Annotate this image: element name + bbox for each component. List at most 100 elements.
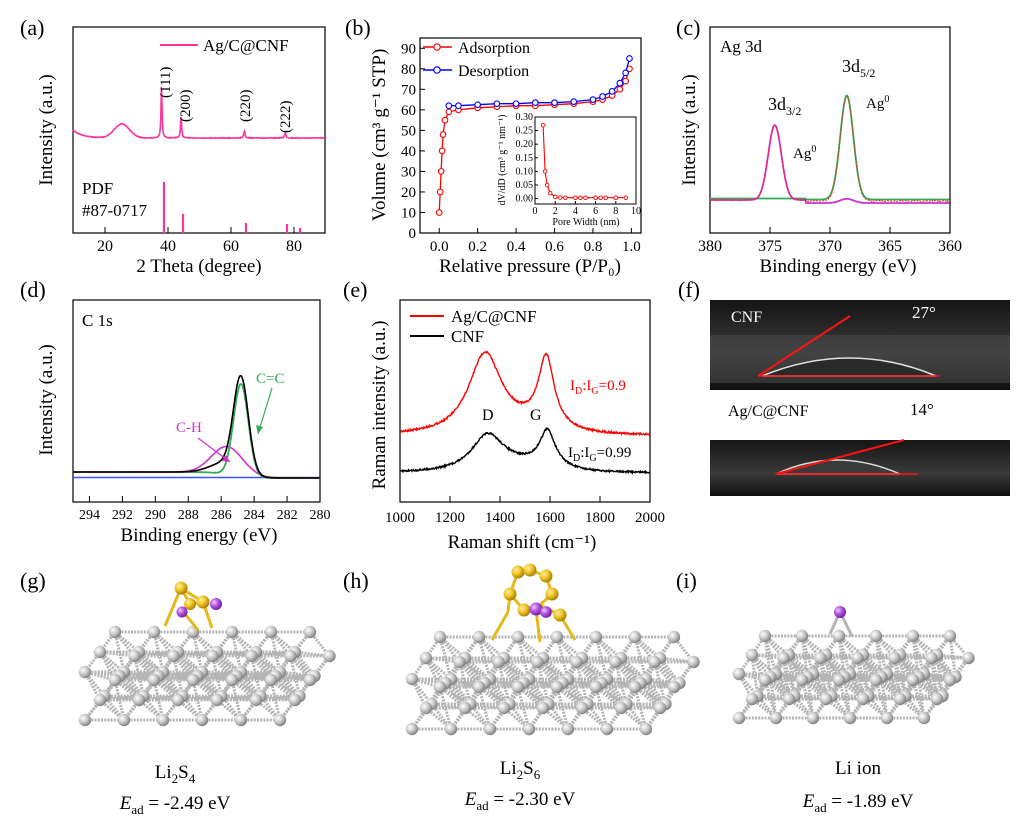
contact-tangent-cnf [757, 315, 851, 377]
ag-atom [147, 625, 161, 639]
panel-label-d: (d) [20, 277, 46, 302]
c1s-envelope [73, 374, 320, 479]
inset-ytick-0.05: 0.05 [516, 180, 534, 191]
inset-point [623, 195, 629, 200]
betAds-point [445, 108, 453, 116]
bond [163, 587, 183, 627]
ag-atom [832, 673, 846, 687]
lithium-atom [529, 602, 543, 616]
betDes-point [474, 101, 482, 109]
contact-cnf-angle: 27° [912, 303, 936, 322]
model-h-formula: Li2S6 [500, 758, 541, 782]
bond [587, 702, 622, 710]
ag-atom [758, 629, 772, 643]
lithium-atom [540, 606, 552, 618]
ag3d-tick-360: 360 [938, 238, 962, 255]
bet-desorption-series [445, 55, 633, 110]
xrd-pattern [72, 86, 325, 140]
bond [470, 702, 505, 710]
xrd-peak-220: (220) [238, 90, 254, 123]
ag-atom [117, 713, 131, 727]
bond [523, 681, 558, 689]
bond [411, 677, 446, 685]
sulfur-atom [523, 563, 537, 577]
modelH-ag-atoms [405, 630, 700, 736]
bond [948, 635, 957, 678]
betAds-point [436, 188, 444, 196]
betAds-point [438, 147, 446, 155]
ag-atom [806, 711, 820, 725]
ag-atom [589, 680, 603, 694]
ag-atom [419, 651, 433, 665]
ag-atom [732, 667, 746, 681]
ag-atom [273, 713, 287, 727]
ag-atom [511, 630, 525, 644]
xrd-tick-40: 40 [160, 238, 176, 255]
inset-point [563, 195, 568, 200]
bet-ytick-10: 10 [401, 205, 416, 221]
bond [837, 635, 846, 678]
inset-point [603, 195, 608, 200]
bond [425, 656, 460, 664]
bet-xtick-0.6: 0.6 [545, 239, 564, 255]
ag3d-fit-green [710, 94, 950, 201]
modelG-ag-atoms [78, 625, 336, 727]
betDes-point [570, 98, 578, 105]
inset-ytick-0.25: 0.25 [516, 126, 534, 137]
bet-xlabel: Relative pressure (P/P₀) [439, 256, 621, 277]
ag-atom [550, 630, 564, 644]
betDes-point [589, 96, 597, 103]
ag3d-fit-magenta [710, 124, 950, 204]
bond [503, 656, 538, 664]
bet-inset-xlabel: Pore Width (nm) [552, 217, 619, 228]
c1s-ch-label: C-H [176, 420, 202, 436]
ag-atom [522, 722, 536, 736]
bet-inset-frame [534, 116, 637, 205]
raman-xtick-1800: 1800 [585, 510, 615, 526]
bond [464, 656, 499, 664]
inset-point [558, 195, 563, 200]
xrd-tick-60: 60 [223, 238, 239, 255]
model-i-label: Li ion [835, 758, 881, 779]
bet-ytick-40: 40 [401, 144, 416, 160]
bet-legend-des-marker [433, 66, 441, 74]
inset-ytick-0.00: 0.00 [516, 194, 534, 205]
ag-atom [167, 649, 180, 663]
ag-atom [758, 673, 772, 687]
xrd-peak-222: (222) [278, 101, 294, 134]
bet-xtick-1.0: 1.0 [622, 239, 641, 255]
bet-yticks: 0 10 20 30 40 50 60 70 80 90 [401, 41, 425, 242]
ag-atom [405, 672, 419, 686]
betDes-point [551, 99, 558, 107]
sulfur-atom [184, 598, 196, 610]
betAds-point [439, 131, 447, 138]
bond [930, 657, 939, 700]
bond [490, 611, 510, 641]
bond [856, 656, 888, 676]
inset-xtick-2: 2 [553, 206, 558, 217]
lithium-atom [834, 606, 846, 618]
ag3d-ag0-left: Ag0 [793, 144, 816, 162]
ag-atom [550, 680, 564, 694]
panel-label-b: (b) [345, 15, 371, 40]
bond [438, 686, 453, 730]
bond [489, 677, 524, 685]
ag-atom [171, 693, 185, 707]
bond [653, 661, 667, 705]
ag-atom [614, 701, 628, 715]
ag-atom [405, 722, 419, 736]
ag-atom [78, 713, 92, 727]
betAds-point [441, 116, 449, 124]
c1s-xtick-294: 294 [79, 508, 100, 523]
ag-atom [225, 625, 239, 639]
ag-atom [93, 645, 107, 659]
raman-xticks: 1000 1200 1400 1600 1800 2000 [385, 496, 665, 526]
ag-atom [483, 722, 497, 736]
bond [893, 657, 902, 700]
ag-atom [245, 649, 258, 663]
raman-legend-cnf-text: CNF [451, 327, 484, 346]
bond [555, 636, 570, 680]
panel-a-xrd: Intensity (a.u.) 2 Theta (degree) 20 40 … [36, 26, 326, 277]
ag-atom [458, 701, 472, 715]
bond [633, 686, 648, 730]
